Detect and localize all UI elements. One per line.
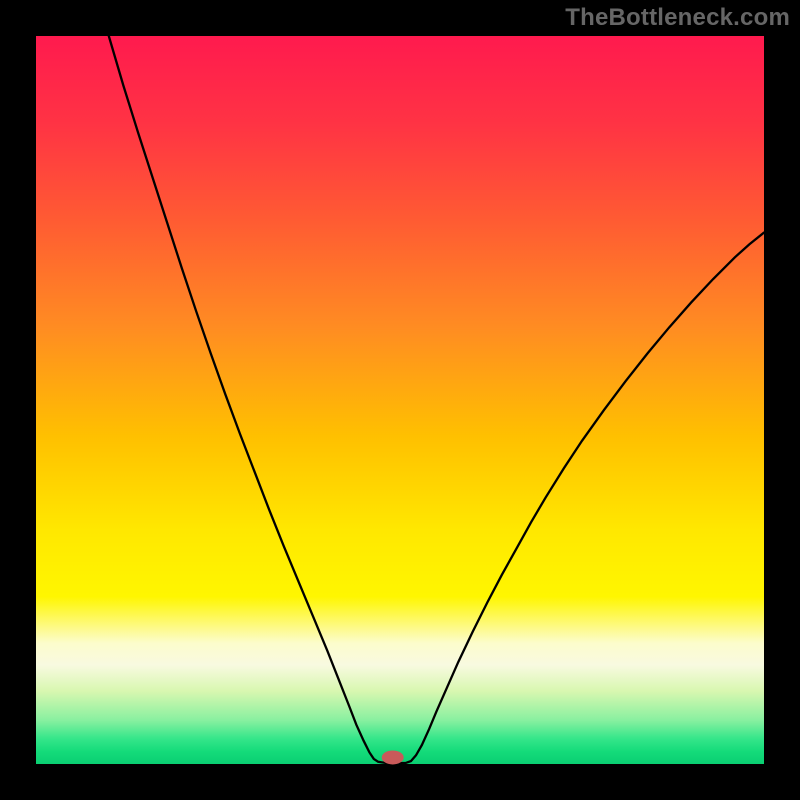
chart-container: TheBottleneck.com [0, 0, 800, 800]
bottleneck-marker [382, 750, 404, 764]
watermark-text: TheBottleneck.com [565, 4, 790, 32]
plot-background [36, 36, 764, 764]
bottleneck-chart [0, 0, 800, 800]
